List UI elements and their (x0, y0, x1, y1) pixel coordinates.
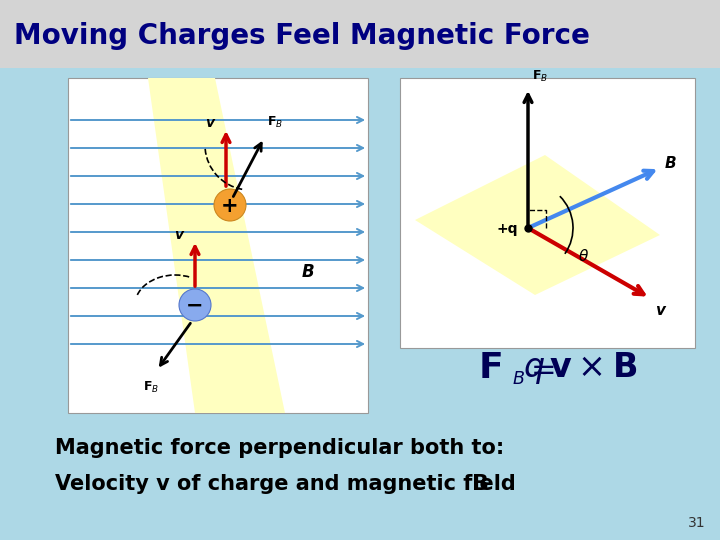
Circle shape (214, 189, 246, 221)
Circle shape (179, 289, 211, 321)
Text: B: B (665, 156, 677, 171)
Text: +: + (221, 196, 239, 216)
Text: B: B (472, 474, 489, 494)
Text: $\mathbf{F}_{\mathit{B}}$: $\mathbf{F}_{\mathit{B}}$ (267, 115, 283, 130)
Text: $\mathbf{F}_{\mathit{B}}$: $\mathbf{F}_{\mathit{B}}$ (532, 69, 548, 84)
FancyBboxPatch shape (0, 0, 720, 68)
Text: v: v (655, 303, 665, 318)
Text: Velocity v of charge and magnetic field: Velocity v of charge and magnetic field (55, 474, 523, 494)
Text: $=$: $=$ (525, 354, 555, 382)
Text: $q\,\mathbf{v} \times \mathbf{B}$: $q\,\mathbf{v} \times \mathbf{B}$ (523, 350, 637, 386)
Text: v: v (174, 228, 184, 242)
Text: Magnetic force perpendicular both to:: Magnetic force perpendicular both to: (55, 438, 504, 458)
Text: $_B$: $_B$ (512, 363, 525, 387)
Text: $\mathbf{F}$: $\mathbf{F}$ (478, 351, 502, 385)
Text: +q: +q (497, 222, 518, 236)
Polygon shape (148, 78, 285, 413)
FancyBboxPatch shape (68, 78, 368, 413)
Text: v: v (205, 116, 215, 130)
Text: $\mathbf{F}_{\mathit{B}}$: $\mathbf{F}_{\mathit{B}}$ (143, 380, 159, 395)
Polygon shape (415, 155, 660, 295)
Text: B: B (302, 263, 315, 281)
Text: $\theta$: $\theta$ (578, 248, 589, 264)
Text: Moving Charges Feel Magnetic Force: Moving Charges Feel Magnetic Force (14, 22, 590, 50)
Text: 31: 31 (688, 516, 706, 530)
FancyBboxPatch shape (400, 78, 695, 348)
Text: −: − (186, 296, 204, 316)
